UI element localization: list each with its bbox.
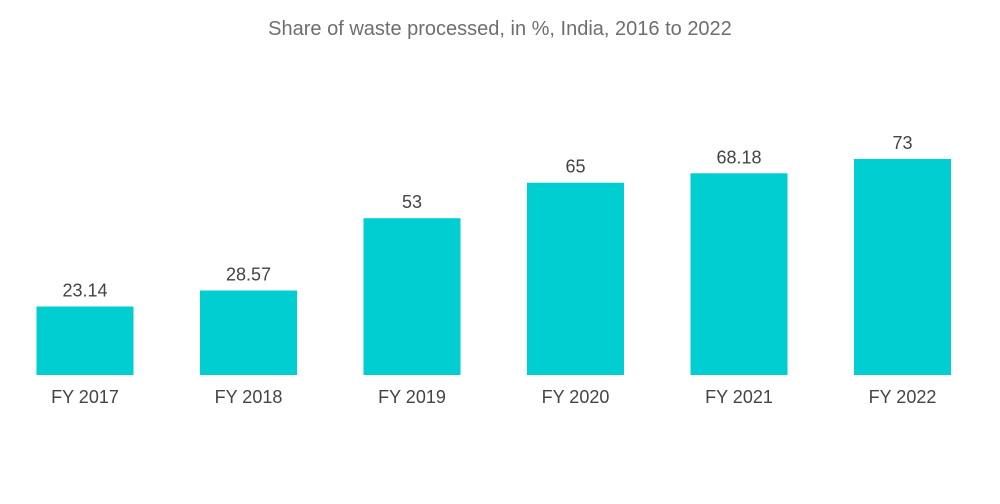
bars-group (36, 159, 951, 375)
bar-fy-2017 (36, 306, 134, 375)
value-labels-group: 23.14 28.57 53 65 68.18 73 (62, 133, 912, 301)
x-tick-fy-2022: FY 2022 (869, 387, 937, 407)
bar-fy-2018 (200, 290, 297, 375)
data-label-fy-2021: 68.18 (716, 147, 761, 167)
x-tick-fy-2021: FY 2021 (705, 387, 773, 407)
bar-fy-2022 (854, 159, 951, 375)
x-tick-fy-2019: FY 2019 (378, 387, 446, 407)
chart-title: Share of waste processed, in %, India, 2… (268, 18, 732, 40)
data-label-fy-2018: 28.57 (226, 265, 271, 285)
x-tick-fy-2020: FY 2020 (542, 387, 610, 407)
x-tick-fy-2018: FY 2018 (215, 387, 283, 407)
bar-fy-2020 (527, 182, 624, 375)
bar-fy-2019 (363, 218, 461, 375)
data-label-fy-2017: 23.14 (62, 281, 107, 301)
data-label-fy-2022: 73 (892, 133, 912, 153)
x-axis-tick-labels: FY 2017 FY 2018 FY 2019 FY 2020 FY 2021 FY 20… (51, 387, 936, 407)
data-label-fy-2019: 53 (402, 192, 422, 212)
bar-fy-2021 (690, 173, 788, 375)
x-tick-fy-2017: FY 2017 (51, 387, 119, 407)
data-label-fy-2020: 65 (565, 157, 585, 177)
